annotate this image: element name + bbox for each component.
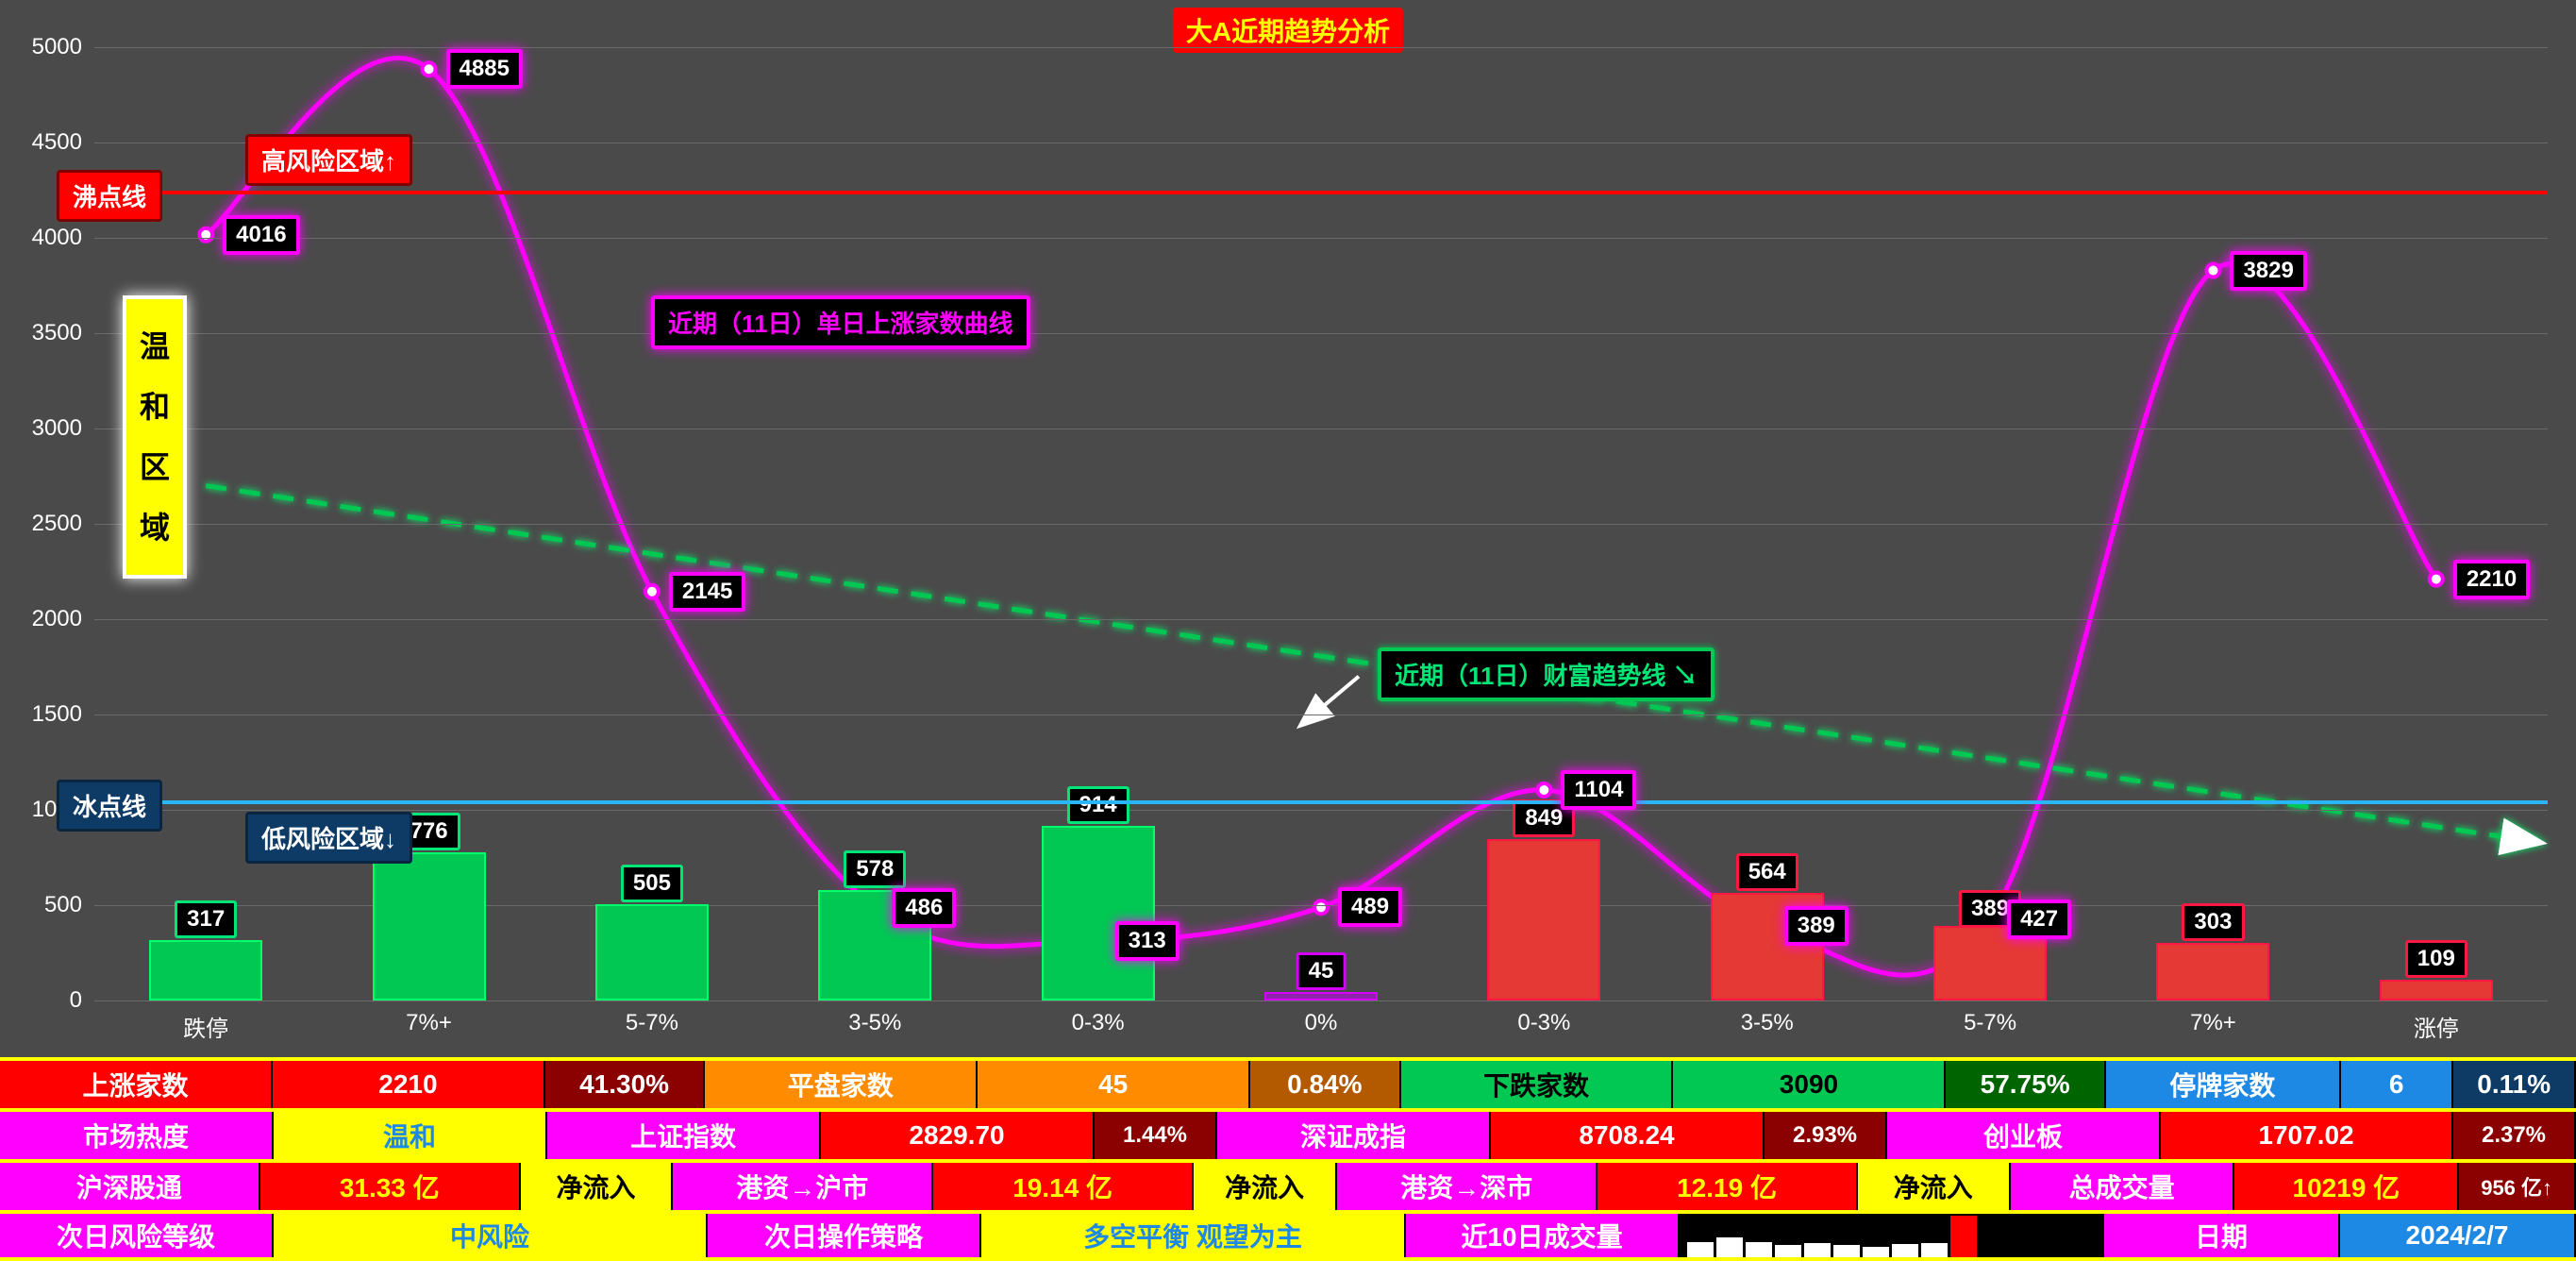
row-4: 次日风险等级 中风险 次日操作策略 多空平衡 观望为主 近10日成交量 日期 2… — [0, 1210, 2576, 1261]
cy-value: 1707.02 — [2161, 1112, 2453, 1159]
up-pct: 41.30% — [545, 1061, 705, 1108]
strat-label: 次日操作策略 — [708, 1214, 981, 1257]
hksh-value: 31.33 亿 — [260, 1163, 521, 1210]
flat-value: 45 — [978, 1061, 1250, 1108]
vol-value: 10219 亿 — [2234, 1163, 2459, 1210]
heat-value: 温和 — [274, 1112, 547, 1159]
vol-label: 总成交量 — [2011, 1163, 2235, 1210]
row-1: 上涨家数 2210 41.30% 平盘家数 45 0.84% 下跌家数 3090… — [0, 1057, 2576, 1108]
flat-pct: 0.84% — [1250, 1061, 1400, 1108]
sz-label: 深证成指 — [1217, 1112, 1491, 1159]
row-2: 市场热度 温和 上证指数 2829.70 1.44% 深证成指 8708.24 … — [0, 1108, 2576, 1159]
vol10-label: 近10日成交量 — [1406, 1214, 1680, 1257]
down-pct: 57.75% — [1946, 1061, 2105, 1108]
hk2sh-flow: 净流入 — [1194, 1163, 1337, 1210]
vol10-bars — [1680, 1214, 2104, 1257]
sz-pct: 2.93% — [1765, 1112, 1887, 1159]
sh-label: 上证指数 — [547, 1112, 821, 1159]
sh-value: 2829.70 — [821, 1112, 1095, 1159]
hk2sh-label: 港资→沪市 — [673, 1163, 933, 1210]
halt-value: 6 — [2341, 1061, 2454, 1108]
data-tables: 上涨家数 2210 41.30% 平盘家数 45 0.84% 下跌家数 3090… — [0, 1057, 2576, 1261]
hksh-flow: 净流入 — [521, 1163, 674, 1210]
down-value: 3090 — [1673, 1061, 1946, 1108]
hksh-label: 沪深股通 — [0, 1163, 260, 1210]
halt-pct: 0.11% — [2453, 1061, 2576, 1108]
cy-pct: 2.37% — [2453, 1112, 2576, 1159]
heat-label: 市场热度 — [0, 1112, 274, 1159]
sh-pct: 1.44% — [1095, 1112, 1217, 1159]
risk-label: 次日风险等级 — [0, 1214, 274, 1257]
cy-label: 创业板 — [1887, 1112, 2161, 1159]
strat-value: 多空平衡 观望为主 — [981, 1214, 1406, 1257]
up-value: 2210 — [273, 1061, 545, 1108]
x-axis: 跌停7%+5-7%3-5%0-3%0%0-3%3-5%5-7%7%+涨停 — [94, 1000, 2548, 1048]
chart-area: 大A近期趋势分析 0500100015002000250030003500400… — [0, 0, 2576, 1057]
flat-label: 平盘家数 — [705, 1061, 978, 1108]
halt-label: 停牌家数 — [2106, 1061, 2341, 1108]
date-value: 2024/2/7 — [2340, 1214, 2576, 1257]
row-3: 沪深股通 31.33 亿 净流入 港资→沪市 19.14 亿 净流入 港资→深市… — [0, 1159, 2576, 1210]
date-label: 日期 — [2104, 1214, 2340, 1257]
hk2sz-label: 港资→深市 — [1337, 1163, 1597, 1210]
hk2sz-flow: 净流入 — [1858, 1163, 2011, 1210]
hk2sz-value: 12.19 亿 — [1597, 1163, 1858, 1210]
hk2sh-value: 19.14 亿 — [933, 1163, 1194, 1210]
plot-area: 3177765055789144584956438930310940164885… — [94, 47, 2548, 1000]
risk-value: 中风险 — [274, 1214, 708, 1257]
chart-title: 大A近期趋势分析 — [1173, 8, 1403, 53]
vol-chg: 956 亿↑ — [2459, 1163, 2576, 1210]
up-label: 上涨家数 — [0, 1061, 273, 1108]
down-label: 下跌家数 — [1401, 1061, 1674, 1108]
sz-value: 8708.24 — [1491, 1112, 1765, 1159]
